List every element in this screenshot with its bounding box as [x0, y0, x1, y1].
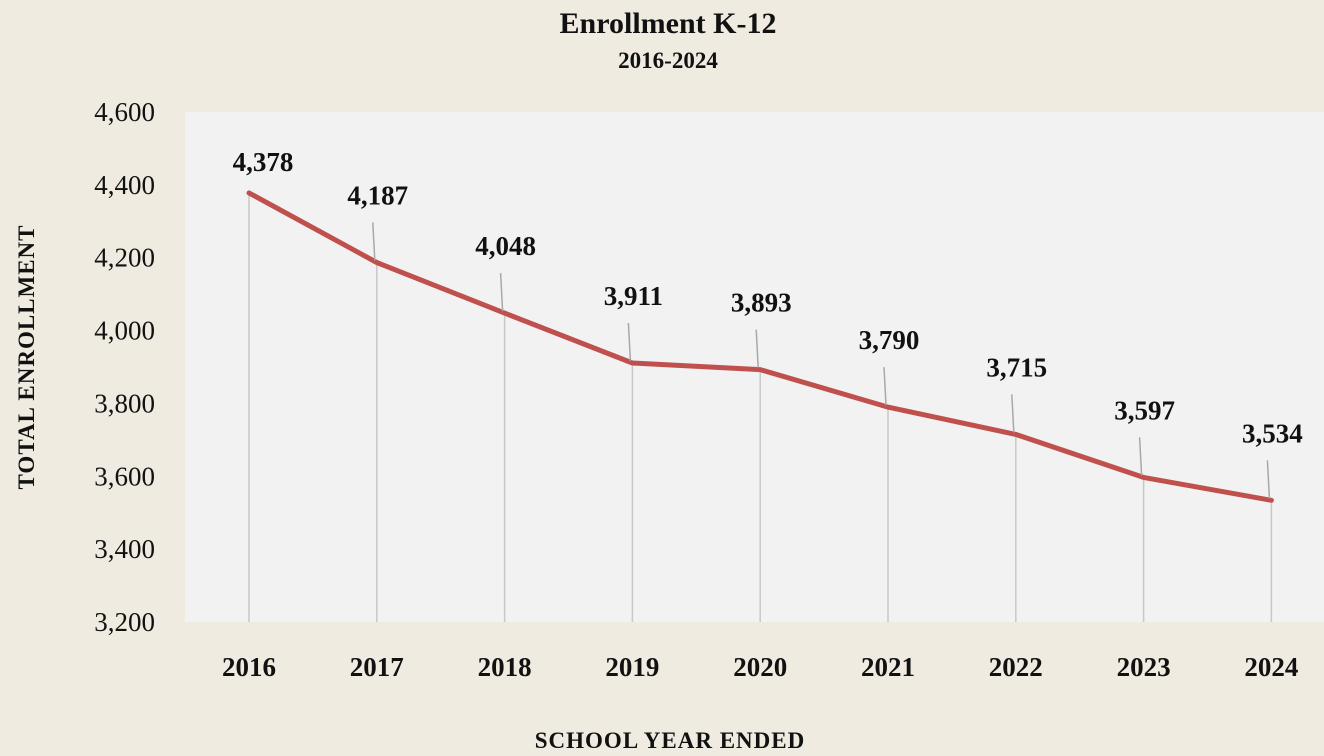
- y-tick-label: 3,400: [94, 534, 155, 564]
- data-label: 3,597: [1114, 395, 1175, 425]
- drop-lines: [248, 192, 1273, 622]
- chart-title: Enrollment K-12: [560, 7, 777, 40]
- data-label-leader: [372, 222, 376, 261]
- x-tick-label: 2024: [1244, 652, 1298, 682]
- data-label: 3,790: [859, 325, 920, 355]
- data-label-leader: [1138, 437, 1143, 476]
- y-tick-label: 3,800: [94, 388, 155, 418]
- y-tick-label: 4,400: [94, 170, 155, 200]
- data-label-leader: [499, 273, 504, 312]
- data-label: 4,378: [233, 147, 294, 177]
- data-label: 3,534: [1242, 418, 1303, 448]
- x-tick-label: 2016: [222, 652, 276, 682]
- data-label-leader: [627, 322, 632, 362]
- y-tick-labels: 3,200 3,400 3,600 3,800 4,000 4,200 4,400 4,600: [94, 97, 155, 637]
- y-tick-label: 4,600: [94, 97, 155, 127]
- series-lines: [246, 190, 1274, 503]
- x-tick-label: 2020: [733, 652, 787, 682]
- y-tick-label: 3,600: [94, 461, 155, 491]
- x-axis-label: SCHOOL YEAR ENDED: [535, 728, 805, 753]
- data-labels: 4,378 4,187 4,048 3,911 3,893 3,790 3,715 3,597…: [233, 147, 1303, 499]
- series-line: [246, 190, 1274, 503]
- data-label-leader: [883, 367, 887, 406]
- x-tick-labels: 2016 2017 2018 2019 2020 2021 2022 2023 2024: [222, 652, 1298, 682]
- x-tick-label: 2017: [350, 652, 404, 682]
- x-tick-label: 2019: [605, 652, 659, 682]
- data-label-leader: [1266, 460, 1271, 499]
- x-tick-label: 2018: [478, 652, 532, 682]
- data-label: 4,187: [347, 180, 408, 210]
- y-tick-label: 4,000: [94, 316, 155, 346]
- data-label: 4,048: [475, 231, 536, 261]
- data-label: 3,911: [604, 281, 663, 311]
- data-label: 3,893: [731, 288, 792, 318]
- x-tick-label: 2021: [861, 652, 915, 682]
- data-label-leader: [755, 329, 759, 368]
- y-tick-label: 3,200: [94, 607, 155, 637]
- data-label: 3,715: [986, 352, 1047, 382]
- y-axis-label: TOTAL ENROLLMENT: [14, 224, 39, 489]
- x-tick-label: 2022: [989, 652, 1043, 682]
- chart-subtitle: 2016-2024: [618, 48, 718, 73]
- y-tick-label: 4,200: [94, 243, 155, 273]
- data-label-leader: [1011, 394, 1015, 433]
- x-tick-label: 2023: [1117, 652, 1171, 682]
